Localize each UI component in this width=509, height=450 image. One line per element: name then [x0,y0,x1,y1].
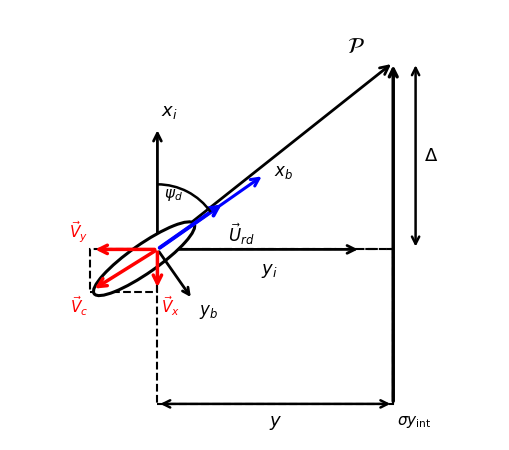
Text: $y_b$: $y_b$ [198,303,217,321]
Text: $\sigma y_\mathrm{int}$: $\sigma y_\mathrm{int}$ [397,414,431,430]
Text: $\Delta$: $\Delta$ [423,147,437,165]
Text: $\vec{V}_y$: $\vec{V}_y$ [69,220,88,245]
Ellipse shape [93,222,194,296]
Text: $\psi_d$: $\psi_d$ [163,187,182,203]
Bar [90,249,157,292]
Text: $\vec{V}_c$: $\vec{V}_c$ [70,294,88,318]
Text: $\mathcal{P}$: $\mathcal{P}$ [346,36,364,58]
Text: $\vec{U}_{rd}$: $\vec{U}_{rd}$ [228,221,254,247]
Text: $y$: $y$ [268,414,281,432]
Text: $x_i$: $x_i$ [161,104,178,122]
Text: $x_b$: $x_b$ [274,164,293,181]
Text: $y_i$: $y_i$ [261,261,277,279]
Text: $\vec{V}_x$: $\vec{V}_x$ [161,294,180,318]
Bar [157,249,392,404]
